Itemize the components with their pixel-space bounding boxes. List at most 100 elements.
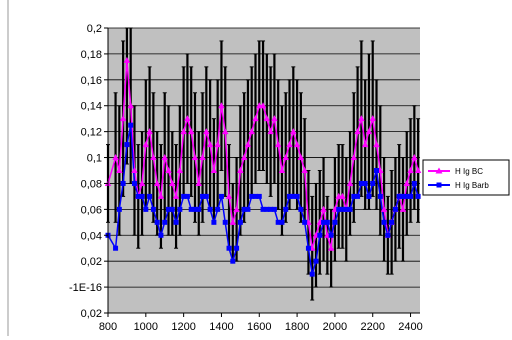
data-point-h-ig-barb [317, 232, 323, 238]
x-tick-label: 1400 [209, 321, 233, 333]
data-point-h-ig-barb [135, 193, 141, 199]
data-point-h-ig-barb [226, 245, 232, 251]
x-tick-label: 800 [99, 321, 117, 333]
data-point-h-ig-barb [252, 193, 258, 199]
data-point-h-ig-barb [396, 193, 402, 199]
data-point-h-ig-barb [128, 122, 134, 128]
tick-labels: 0,02 -1E-16 0,02 0,04 0,06 0,08 0,1 0,12 0,14 0,1… [69, 23, 423, 333]
data-point-h-ig-barb [351, 193, 357, 199]
data-point-h-ig-barb [385, 232, 391, 238]
data-point-h-ig-bc [282, 154, 289, 161]
data-point-h-ig-bc [365, 128, 373, 135]
data-point-h-ig-bc [380, 205, 388, 212]
data-point-h-ig-bc [188, 128, 195, 135]
data-point-h-ig-barb [143, 206, 149, 212]
data-point-h-ig-barb [392, 206, 398, 212]
data-point-h-ig-barb [188, 206, 194, 212]
y-tick-label: 0,12 [81, 127, 102, 139]
data-point-h-ig-barb [245, 206, 251, 212]
data-point-h-ig-bc [252, 115, 259, 122]
data-point-h-ig-bc [146, 128, 153, 135]
data-point-h-ig-bc [150, 154, 157, 161]
data-point-h-ig-bc [414, 167, 422, 173]
data-point-h-ig-bc [195, 179, 202, 186]
data-point-h-ig-barb [116, 206, 122, 212]
data-point-h-ig-barb [294, 193, 300, 199]
data-point-h-ig-barb [313, 258, 319, 264]
data-point-h-ig-barb [305, 245, 311, 251]
data-point-h-ig-barb [218, 193, 224, 199]
data-point-h-ig-bc [138, 179, 146, 186]
data-point-h-ig-barb [173, 219, 179, 225]
data-point-h-ig-barb [358, 180, 364, 186]
data-point-h-ig-barb [260, 206, 266, 212]
data-point-h-ig-barb [328, 232, 334, 238]
x-tick-label: 2000 [323, 321, 347, 333]
data-point-h-ig-bc [407, 167, 414, 173]
data-point-h-ig-barb [207, 206, 213, 212]
data-point-h-ig-barb [324, 219, 330, 225]
data-point-h-ig-barb [234, 245, 240, 251]
x-tick-label: 2200 [360, 321, 384, 333]
y-tick-label: 0,02 [81, 256, 102, 268]
legend-label-h-ig-bc: H Ig BC [455, 167, 483, 176]
data-point-h-ig-barb [147, 193, 153, 199]
data-point-h-ig-bc [123, 56, 131, 63]
data-point-h-ig-bc [297, 154, 305, 161]
data-point-h-ig-bc [233, 205, 240, 212]
data-point-h-ig-bc [244, 141, 252, 148]
axes [107, 28, 420, 314]
data-point-h-ig-barb [302, 219, 308, 225]
data-point-h-ig-bc [172, 192, 180, 199]
y-tick-label: 0,06 [81, 204, 102, 216]
legend-marker-h-ig-bc [435, 167, 443, 174]
y-tick-label: 0,2 [87, 23, 102, 35]
series-line-h-ig-bc [107, 60, 419, 249]
data-point-h-ig-barb [192, 206, 198, 212]
data-point-h-ig-barb [196, 206, 202, 212]
data-point-h-ig-barb [404, 193, 410, 199]
data-point-h-ig-bc [210, 167, 218, 173]
data-point-h-ig-bc [274, 141, 282, 148]
data-point-h-ig-bc [411, 154, 418, 161]
data-point-h-ig-barb [222, 219, 228, 225]
legend-box [422, 159, 510, 196]
data-point-h-ig-barb [268, 206, 274, 212]
data-point-h-ig-barb [347, 206, 353, 212]
x-tick-label: 1800 [285, 321, 309, 333]
data-point-h-ig-bc [119, 115, 127, 122]
data-point-h-ig-bc [403, 179, 410, 186]
data-point-h-ig-barb [169, 206, 175, 212]
y-tick-label: 0,14 [81, 101, 102, 113]
data-point-h-ig-bc [327, 244, 335, 251]
data-point-h-ig-barb [370, 180, 376, 186]
data-point-h-ig-bc [165, 167, 172, 173]
data-point-h-ig-bc [399, 205, 407, 212]
data-point-h-ig-barb [343, 206, 349, 212]
data-point-h-ig-bc [127, 102, 134, 109]
data-point-h-ig-barb [131, 180, 137, 186]
y-tick-label: 0,1 [87, 153, 102, 165]
data-point-h-ig-bc [320, 205, 327, 212]
legend: H Ig BC H Ig Barb [422, 159, 510, 196]
legend-label-h-ig-barb: H Ig Barb [455, 181, 489, 190]
data-point-h-ig-barb [271, 206, 277, 212]
data-point-h-ig-barb [298, 206, 304, 212]
data-point-h-ig-barb [249, 193, 255, 199]
data-point-h-ig-bc [199, 154, 206, 161]
data-point-h-ig-barb [336, 206, 342, 212]
data-point-h-ig-barb [275, 219, 281, 225]
data-point-h-ig-barb [290, 193, 296, 199]
data-point-h-ig-barb [374, 168, 380, 173]
data-point-h-ig-bc [169, 179, 176, 186]
y-tick-label: -1E-16 [69, 282, 102, 294]
data-point-h-ig-bc [361, 141, 369, 148]
data-point-h-ig-barb [283, 206, 289, 212]
data-point-h-ig-barb [158, 232, 164, 238]
data-point-h-ig-barb [415, 193, 421, 199]
data-point-h-ig-bc [248, 128, 255, 135]
data-point-h-ig-bc [293, 141, 301, 148]
data-point-h-ig-barb [162, 219, 168, 225]
x-tick-label: 1000 [134, 321, 158, 333]
